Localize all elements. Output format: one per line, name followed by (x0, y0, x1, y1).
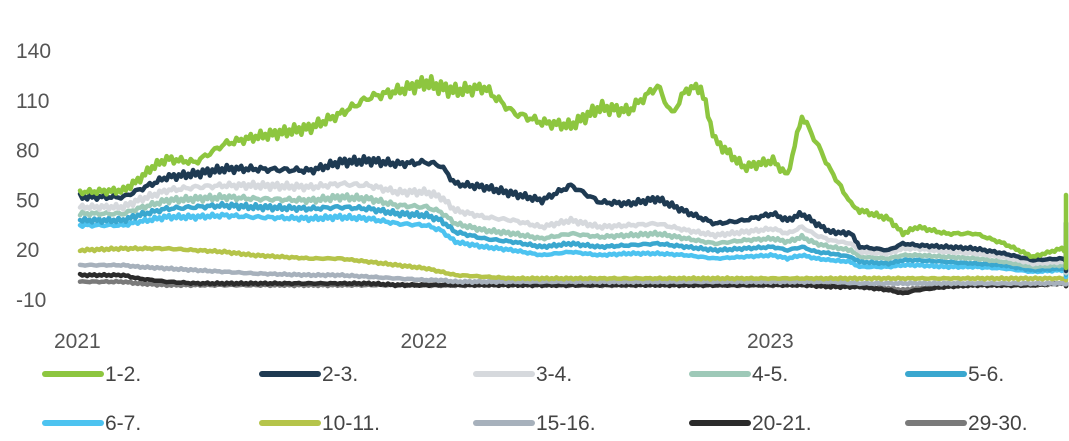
series-line-5-6 (77, 200, 1069, 278)
x-tick-label: 2022 (401, 330, 448, 353)
series-lines (77, 74, 1069, 296)
y-tick-label: -10 (16, 289, 46, 312)
series-line-10-11 (77, 245, 1069, 283)
legend: 1-2. 2-3. 3-4. 4-5. 5-6. 6-7. 10-11. 15-16. 20-2… (42, 363, 1028, 435)
legend-label: 20-21. (752, 412, 812, 435)
legend-label: 6-7. (105, 412, 141, 435)
y-tick-label: 80 (16, 140, 39, 163)
series-line-1-2 (77, 74, 1069, 271)
legend-label: 29-30. (968, 412, 1028, 435)
x-axis-ticks: 2021 2022 2023 (54, 330, 794, 353)
series-line-6-7 (77, 211, 1069, 280)
legend-label: 15-16. (536, 412, 596, 435)
y-tick-label: 20 (16, 239, 39, 262)
series-line-2-3 (77, 154, 1069, 274)
legend-label: 2-3. (322, 363, 358, 386)
y-tick-label: 110 (16, 90, 49, 113)
legend-label: 10-11. (322, 412, 380, 435)
legend-label: 4-5. (752, 363, 788, 386)
y-axis-ticks: 140 110 80 50 20 -10 (16, 40, 51, 312)
legend-label: 3-4. (536, 363, 572, 386)
x-tick-label: 2023 (747, 330, 794, 353)
series-line-4-5 (77, 192, 1069, 276)
x-tick-label: 2021 (54, 330, 101, 353)
series-line-15-16 (77, 262, 1069, 287)
series-line-3-4 (77, 179, 1069, 275)
legend-label: 5-6. (968, 363, 1004, 386)
y-tick-label: 50 (16, 189, 39, 212)
y-tick-label: 140 (16, 40, 51, 63)
legend-label: 1-2. (105, 363, 141, 386)
